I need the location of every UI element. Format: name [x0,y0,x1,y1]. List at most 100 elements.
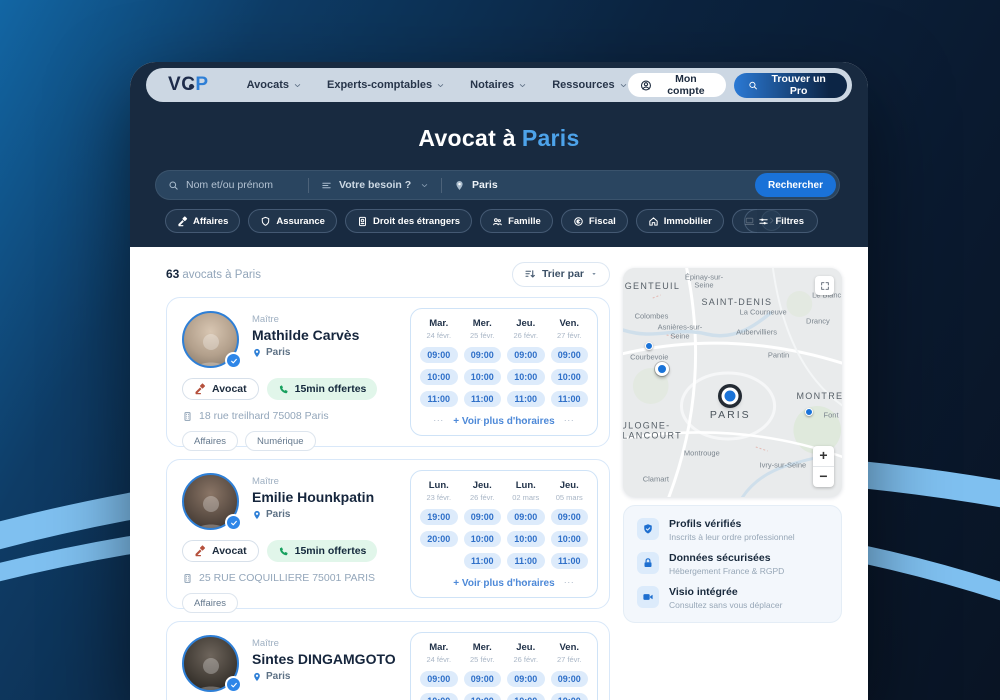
filter-chip-affaires[interactable]: Affaires [165,209,241,233]
filter-chip-famille[interactable]: Famille [480,209,553,233]
location-field[interactable] [442,171,755,199]
search-submit-button[interactable]: Rechercher [754,173,836,197]
time-slot-button[interactable]: 09:00 [550,671,588,687]
time-slot-button[interactable]: 19:00 [420,509,458,525]
map-place-label: Font [823,410,839,420]
house-icon [649,216,658,226]
see-more-slots-link[interactable]: + Voir plus d'horaires [453,578,555,589]
schedule-day: Lun. [515,480,536,491]
time-slot-button[interactable]: 09:00 [507,671,545,687]
time-slot-button[interactable]: 09:00 [420,347,458,363]
time-slot-button[interactable]: 11:00 [463,553,501,569]
time-slot-button[interactable]: 10:00 [550,693,588,700]
time-slot-button[interactable]: 11:00 [507,391,545,407]
sort-button[interactable]: Trier par [511,261,610,287]
profession-badge[interactable]: Avocat [182,540,259,562]
avatar-photo [182,311,239,368]
nav-item-experts-comptables[interactable]: Experts-comptables [327,79,445,91]
lawyer-card[interactable]: Maître Mathilde Carvès Paris Avocat 15min of… [166,297,610,451]
nav-item-notaires[interactable]: Notaires [470,79,527,91]
time-slot-button[interactable]: 11:00 [507,553,545,569]
map-marker[interactable] [655,361,670,376]
time-slot-button[interactable]: 11:00 [420,391,458,407]
need-select[interactable]: Votre besoin ? [309,171,441,199]
map-marker[interactable] [645,341,654,350]
filter-chip-row: Affaires Assurance Droit des étrangers Fami… [165,209,840,233]
map-place-label: Asnières-sur-Seine [657,322,703,341]
specialty-tag[interactable]: Affaires [182,431,239,451]
map-place-label: Montrouge [683,448,720,458]
lawyer-name[interactable]: Mathilde Carvès [252,327,360,343]
map[interactable]: Épinay-sur-SeineARGENTEUIL SAINT-DENIS Le … [623,268,842,497]
profession-badge[interactable]: Avocat [182,378,259,400]
name-search-input[interactable] [186,179,296,191]
time-slot-button[interactable]: 10:00 [507,693,545,700]
people-icon [493,217,502,225]
time-slot-button[interactable]: 10:00 [550,531,588,547]
schedule-column: Ven. 27 févr. 09:00 10:00 11:00... [550,318,588,423]
specialty-tag[interactable]: Numérique [245,431,316,451]
time-slot-button[interactable]: 09:00 [507,509,545,525]
avatar [182,473,242,531]
time-slot-button[interactable]: 11:00 [550,553,588,569]
time-slot-button[interactable]: 09:00 [463,509,501,525]
free-call-badge[interactable]: 15min offertes [266,378,378,400]
time-slot-button[interactable]: 09:00 [463,347,501,363]
time-slot-button[interactable]: 10:00 [463,531,501,547]
map-zoom-control: + − [813,446,834,487]
time-slot-button[interactable]: 09:00 [420,671,458,687]
gavel-icon [195,383,206,395]
time-slot-button[interactable]: 09:00 [463,671,501,687]
time-slot-button[interactable]: 10:00 [420,369,458,385]
nav-item-ressources[interactable]: Ressources [552,79,627,91]
specialty-tag[interactable]: Affaires [182,593,239,613]
time-slot-button[interactable]: 10:00 [463,369,501,385]
filter-chip-assurance[interactable]: Assurance [248,209,337,233]
map-place-label: Épinay-sur-Seine [684,272,724,290]
time-slot-button[interactable]: 10:00 [420,693,458,700]
more-slots-ellipsis: ... [476,413,488,423]
more-slots-ellipsis: ... [563,413,575,423]
see-more-slots-link[interactable]: + Voir plus d'horaires [453,416,555,427]
schedule-column: Mer. 25 févr. 09:00 10:00 11:00... [463,318,501,423]
filter-chip-fiscal[interactable]: Fiscal [560,209,628,233]
name-search-field[interactable] [156,171,308,199]
filter-chip-droit-des-étrangers[interactable]: Droit des étrangers [344,209,473,233]
lawyer-name[interactable]: Emilie Hounkpatin [252,489,375,505]
time-slot-button[interactable]: 09:00 [550,509,588,525]
lawyer-name[interactable]: Sintes DINGAMGOTO [252,651,396,667]
lawyer-card[interactable]: Maître Emilie Hounkpatin Paris Avocat 15min … [166,459,610,613]
map-fullscreen-button[interactable] [815,276,834,295]
map-place-label: PARIS [709,408,751,421]
time-slot-button[interactable]: 11:00 [463,391,501,407]
map-zoom-in-button[interactable]: + [819,447,828,463]
trust-feature: Profils vérifiés Inscrits à leur ordre pr… [637,518,828,542]
time-slot-button[interactable]: 09:00 [507,347,545,363]
map-marker[interactable] [721,387,739,405]
map-place-label: Clamart [642,474,669,484]
time-slot-button[interactable]: 10:00 [463,693,501,700]
booking-schedule: Lun. 23 févr. 19:00 20:00 Jeu. 26 févr. 09:00 1… [410,470,598,598]
filters-button[interactable]: Filtres [744,209,818,233]
location-input[interactable] [472,179,743,191]
time-slot-button[interactable]: 10:00 [507,531,545,547]
time-slot-button[interactable]: 10:00 [507,369,545,385]
more-slots-ellipsis: ... [433,413,444,423]
nav-item-label: Ressources [552,79,615,91]
account-button[interactable]: Mon compte [627,73,727,97]
filter-chip-immobilier[interactable]: Immobilier [635,209,724,233]
map-marker[interactable] [805,408,814,417]
time-slot-button[interactable]: 11:00 [550,391,588,407]
trust-feature-title: Visio intégrée [669,586,738,598]
time-slot-button[interactable]: 20:00 [420,531,458,547]
nav-item-avocats[interactable]: Avocats [247,79,302,91]
find-pro-button[interactable]: Trouver un Pro [734,72,847,98]
time-slot-button[interactable]: 09:00 [550,347,588,363]
free-call-badge[interactable]: 15min offertes [266,540,378,562]
schedule-column: Lun. 23 févr. 19:00 20:00 [420,480,458,585]
time-slot-button[interactable]: 10:00 [550,369,588,385]
map-zoom-out-button[interactable]: − [819,468,828,484]
map-place-label: La Courneuve [739,307,787,316]
